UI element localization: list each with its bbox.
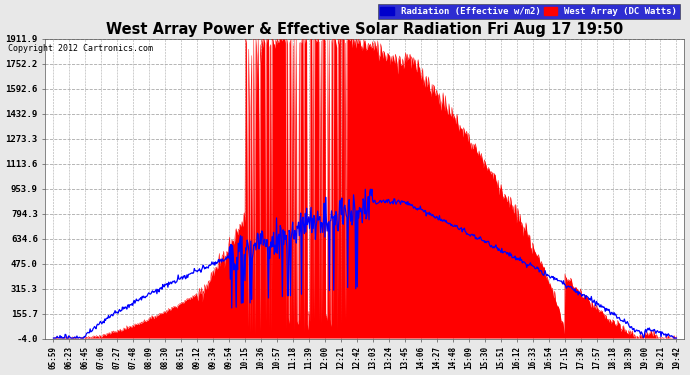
Legend: Radiation (Effective w/m2), West Array (DC Watts): Radiation (Effective w/m2), West Array (… <box>377 4 680 19</box>
Text: Copyright 2012 Cartronics.com: Copyright 2012 Cartronics.com <box>8 44 153 52</box>
Title: West Array Power & Effective Solar Radiation Fri Aug 17 19:50: West Array Power & Effective Solar Radia… <box>106 22 624 38</box>
